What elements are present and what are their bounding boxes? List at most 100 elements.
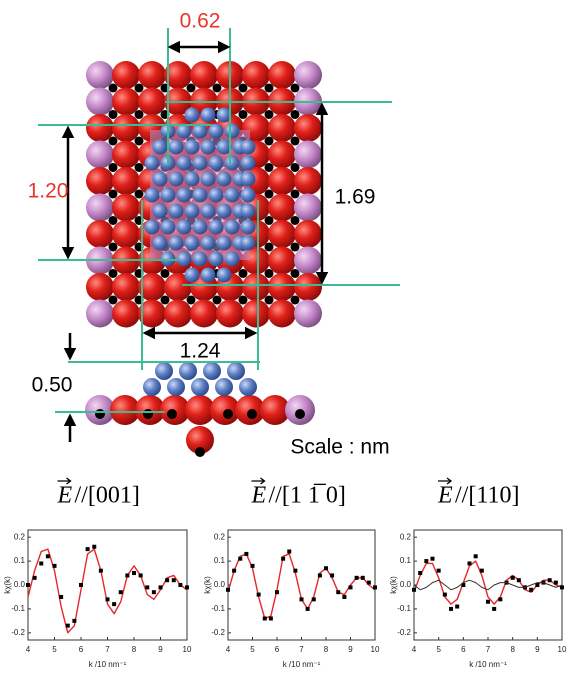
- x-tick-label: 7: [299, 645, 304, 654]
- data-point: [480, 569, 484, 573]
- atom: [138, 88, 166, 116]
- x-tick-label: 5: [52, 645, 57, 654]
- atom: [109, 110, 118, 119]
- y-tick-label: -0.2: [11, 628, 25, 637]
- data-point: [275, 590, 279, 594]
- atom: [112, 220, 140, 248]
- atom: [190, 300, 218, 328]
- atom: [265, 163, 274, 172]
- atom: [225, 252, 240, 267]
- atom: [109, 84, 118, 93]
- atom: [241, 140, 256, 155]
- atom: [201, 204, 216, 219]
- atom: [112, 88, 140, 116]
- plot-frame: [414, 530, 562, 640]
- data-point: [437, 569, 441, 573]
- data-point: [330, 573, 334, 577]
- atom: [209, 156, 224, 171]
- x-tick-label: 7: [486, 645, 491, 654]
- atom: [247, 409, 257, 419]
- atom: [265, 137, 274, 146]
- atom: [112, 273, 140, 301]
- atom: [217, 172, 232, 187]
- atom: [86, 220, 114, 248]
- x-axis-label: k /10 nm⁻¹: [469, 660, 507, 669]
- data-line: [228, 554, 375, 619]
- data-point: [26, 583, 30, 587]
- atom: [291, 137, 300, 146]
- y-tick-label: -0.2: [211, 628, 225, 637]
- atom: [239, 269, 248, 278]
- atom: [294, 61, 322, 89]
- data-point: [132, 571, 136, 575]
- atom: [153, 140, 168, 155]
- data-point: [99, 569, 103, 573]
- atom: [155, 362, 173, 380]
- data-point: [324, 566, 328, 570]
- atom: [193, 220, 208, 235]
- chart-title: //[110]: [455, 483, 519, 509]
- data-point: [449, 607, 453, 611]
- atom: [265, 190, 274, 199]
- atom: [213, 84, 222, 93]
- x-tick-label: 4: [26, 645, 31, 654]
- atom: [135, 163, 144, 172]
- data-point: [244, 552, 248, 556]
- x-tick-label: 8: [324, 645, 329, 654]
- atom: [241, 220, 256, 235]
- atom: [153, 172, 168, 187]
- data-line: [414, 580, 562, 590]
- data-point: [53, 564, 57, 568]
- atom: [167, 378, 185, 396]
- data-point: [232, 569, 236, 573]
- data-point: [455, 605, 459, 609]
- x-tick-label: 6: [461, 645, 466, 654]
- x-tick-label: 4: [412, 645, 417, 654]
- data-point: [263, 616, 267, 620]
- atom: [294, 273, 322, 301]
- data-point: [548, 578, 552, 582]
- atom: [241, 236, 256, 251]
- atom: [185, 236, 200, 251]
- atom: [242, 61, 270, 89]
- atom: [153, 204, 168, 219]
- atom: [109, 190, 118, 199]
- y-tick-label: 0.1: [214, 556, 226, 565]
- atom: [193, 156, 208, 171]
- data-point: [431, 557, 435, 561]
- atom: [143, 409, 153, 419]
- atom: [145, 220, 160, 235]
- atom: [185, 204, 200, 219]
- atom: [109, 163, 118, 172]
- chart-title-symbol: E: [57, 483, 73, 509]
- data-point: [112, 602, 116, 606]
- x-tick-label: 8: [132, 645, 137, 654]
- atom: [169, 172, 184, 187]
- atom: [215, 378, 233, 396]
- atom: [169, 140, 184, 155]
- atom: [291, 269, 300, 278]
- atom: [169, 204, 184, 219]
- atom: [153, 236, 168, 251]
- atom: [209, 252, 224, 267]
- atom: [187, 84, 196, 93]
- atom: [216, 300, 244, 328]
- atom: [242, 300, 270, 328]
- atom: [268, 194, 296, 222]
- atom: [193, 252, 208, 267]
- atom: [161, 269, 170, 278]
- atom: [109, 296, 118, 305]
- atom: [294, 141, 322, 169]
- data-point: [474, 554, 478, 558]
- data-point: [443, 593, 447, 597]
- atom: [265, 216, 274, 225]
- x-tick-label: 6: [275, 645, 280, 654]
- data-point: [492, 607, 496, 611]
- atom: [86, 61, 114, 89]
- atom: [265, 296, 274, 305]
- atom: [268, 273, 296, 301]
- atom: [135, 110, 144, 119]
- y-tick-label: 0.1: [400, 556, 412, 565]
- atom: [109, 269, 118, 278]
- atom: [145, 188, 160, 203]
